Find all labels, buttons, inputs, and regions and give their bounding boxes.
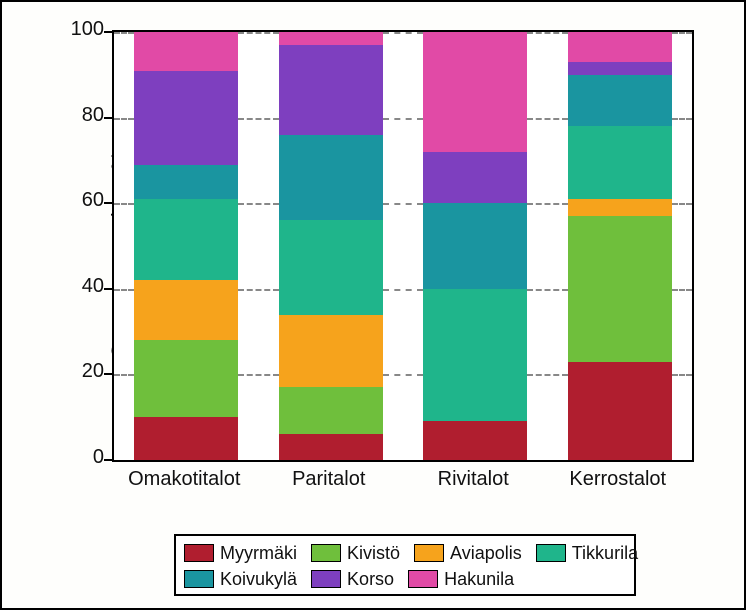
bar-segment-myyrmaki bbox=[423, 421, 527, 460]
bar-segment-kivisto bbox=[568, 216, 672, 362]
legend-label: Korso bbox=[347, 569, 394, 590]
bar-segment-hakunila bbox=[568, 32, 672, 62]
bar-segment-koivukyla bbox=[279, 135, 383, 221]
bar-column bbox=[568, 32, 672, 460]
bar-segment-tikkurila bbox=[134, 199, 238, 280]
bar-segment-koivukyla bbox=[423, 203, 527, 289]
bar-segment-koivukyla bbox=[134, 165, 238, 199]
legend-swatch bbox=[184, 544, 214, 562]
legend-label: Myyrmäki bbox=[220, 543, 297, 564]
bar-segment-myyrmaki bbox=[134, 417, 238, 460]
y-tick-mark bbox=[104, 117, 112, 119]
grid-segment bbox=[527, 32, 567, 34]
legend-item-aviapolis: Aviapolis bbox=[414, 543, 522, 564]
bars-layer bbox=[114, 32, 692, 460]
legend-row: Koivukylä Korso Hakunila bbox=[184, 566, 626, 592]
x-tick-label: Kerrostalot bbox=[546, 468, 691, 491]
bar-segment-tikkurila bbox=[423, 289, 527, 422]
y-tick-mark bbox=[104, 288, 112, 290]
bar-segment-aviapolis bbox=[568, 199, 672, 216]
bar-column bbox=[134, 32, 238, 460]
grid-segment bbox=[114, 374, 134, 376]
grid-segment bbox=[672, 289, 692, 291]
legend-row: MyyrmäkiKivistöAviapolisTikkurila bbox=[184, 540, 626, 566]
bar-segment-korso bbox=[423, 152, 527, 203]
legend-swatch bbox=[311, 544, 341, 562]
legend-label: Tikkurila bbox=[572, 543, 638, 564]
grid-segment bbox=[383, 118, 423, 120]
grid-segment bbox=[527, 374, 567, 376]
bar-column bbox=[423, 32, 527, 460]
grid-segment bbox=[383, 203, 423, 205]
legend-item-koivukyla: Koivukylä bbox=[184, 569, 297, 590]
bar-segment-myyrmaki bbox=[568, 362, 672, 460]
grid-segment bbox=[383, 374, 423, 376]
grid-segment bbox=[114, 289, 134, 291]
y-tick-label: 60 bbox=[44, 189, 104, 212]
legend-item-korso: Korso bbox=[311, 569, 394, 590]
legend-swatch bbox=[408, 570, 438, 588]
bar-column bbox=[279, 32, 383, 460]
y-tick-label: 100 bbox=[44, 18, 104, 41]
legend-swatch bbox=[311, 570, 341, 588]
bar-segment-korso bbox=[568, 62, 672, 75]
legend-item-tikkurila: Tikkurila bbox=[536, 543, 638, 564]
bar-segment-aviapolis bbox=[279, 315, 383, 388]
grid-segment bbox=[527, 289, 567, 291]
grid-segment bbox=[238, 118, 278, 120]
grid-segment bbox=[238, 289, 278, 291]
x-tick-label: Omakotitalot bbox=[112, 468, 257, 491]
legend-label: Koivukylä bbox=[220, 569, 297, 590]
bar-segment-hakunila bbox=[134, 32, 238, 71]
legend-item-hakunila: Hakunila bbox=[408, 569, 514, 590]
x-tick-label: Rivitalot bbox=[401, 468, 546, 491]
grid-segment bbox=[383, 289, 423, 291]
y-tick-label: 0 bbox=[44, 446, 104, 469]
bar-segment-tikkurila bbox=[568, 126, 672, 199]
grid-segment bbox=[527, 118, 567, 120]
grid-segment bbox=[383, 32, 423, 34]
y-tick-mark bbox=[104, 373, 112, 375]
grid-segment bbox=[238, 32, 278, 34]
legend-item-myyrmaki: Myyrmäki bbox=[184, 543, 297, 564]
bar-segment-koivukyla bbox=[568, 75, 672, 126]
y-tick-mark bbox=[104, 459, 112, 461]
y-tick-mark bbox=[104, 202, 112, 204]
bar-segment-tikkurila bbox=[279, 220, 383, 314]
grid-segment bbox=[114, 32, 134, 34]
grid-segment bbox=[672, 32, 692, 34]
bar-segment-hakunila bbox=[423, 32, 527, 152]
grid-segment bbox=[672, 203, 692, 205]
grid-segment bbox=[114, 118, 134, 120]
bar-segment-kivisto bbox=[279, 387, 383, 434]
grid-segment bbox=[114, 203, 134, 205]
bar-segment-kivisto bbox=[134, 340, 238, 417]
grid-segment bbox=[238, 203, 278, 205]
grid-segment bbox=[672, 118, 692, 120]
y-tick-mark bbox=[104, 31, 112, 33]
bar-segment-myyrmaki bbox=[279, 434, 383, 460]
legend-swatch bbox=[414, 544, 444, 562]
x-tick-label: Paritalot bbox=[257, 468, 402, 491]
y-tick-label: 80 bbox=[44, 104, 104, 127]
grid-segment bbox=[238, 374, 278, 376]
legend-label: Hakunila bbox=[444, 569, 514, 590]
legend-item-kivisto: Kivistö bbox=[311, 543, 400, 564]
legend-swatch bbox=[536, 544, 566, 562]
legend: Myyrmäki Kivistö Aviapolis Tikkurila Koivuk… bbox=[174, 534, 636, 596]
y-tick-label: 20 bbox=[44, 360, 104, 383]
plot-area bbox=[112, 30, 694, 462]
grid-segment bbox=[527, 203, 567, 205]
legend-swatch bbox=[184, 570, 214, 588]
bar-segment-hakunila bbox=[279, 32, 383, 45]
bar-segment-korso bbox=[134, 71, 238, 165]
grid-segment bbox=[672, 374, 692, 376]
chart-frame: Osuus asunnoista, % 020406080100 Omakoti… bbox=[0, 0, 746, 610]
bar-segment-aviapolis bbox=[134, 280, 238, 340]
legend-label: Kivistö bbox=[347, 543, 400, 564]
legend-label: Aviapolis bbox=[450, 543, 522, 564]
bar-segment-korso bbox=[279, 45, 383, 135]
y-tick-label: 40 bbox=[44, 275, 104, 298]
